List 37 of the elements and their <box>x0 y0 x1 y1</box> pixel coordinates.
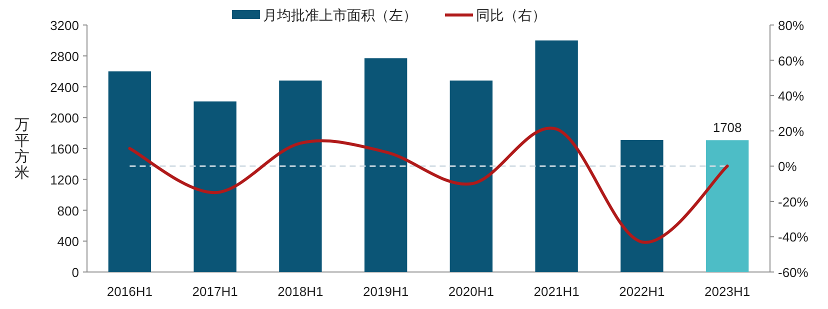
x-tick-label: 2019H1 <box>363 284 409 299</box>
bar <box>535 40 578 272</box>
y2-tick-label: 80% <box>778 18 804 33</box>
y2-tick-label: 60% <box>778 53 804 68</box>
data-label: 1708 <box>712 120 742 136</box>
y-tick-label: 800 <box>57 203 79 218</box>
y-tick-label: 1600 <box>50 142 79 156</box>
y-tick-label: 2800 <box>50 48 79 64</box>
legend-label: 同比（右） <box>476 7 546 23</box>
y2-tick-label: -40% <box>778 230 809 245</box>
legend-label: 月均批准上市面积（左） <box>263 7 417 23</box>
bar <box>279 80 322 272</box>
bar <box>194 101 236 272</box>
y-tick-label: 400 <box>57 234 79 250</box>
bar <box>450 80 493 272</box>
bar <box>620 140 664 272</box>
bar <box>364 58 408 272</box>
y2-tick-label: 20% <box>778 124 804 139</box>
y2-tick-label: 0% <box>778 159 798 174</box>
bar <box>108 71 152 272</box>
x-tick-label: 2018H1 <box>278 284 324 299</box>
y-tick-label: 0 <box>72 265 79 280</box>
x-tick-label: 2016H1 <box>106 284 152 299</box>
x-tick-label: 2023H1 <box>704 284 750 299</box>
x-tick-label: 2021H1 <box>534 284 580 299</box>
bar <box>706 140 749 272</box>
y2-tick-label: 40% <box>778 88 804 104</box>
x-tick-label: 2022H1 <box>619 284 665 299</box>
y-axis-title: 万平方米 <box>14 116 30 182</box>
x-tick-label: 2017H1 <box>192 284 238 299</box>
y-tick-label: 3200 <box>50 18 79 33</box>
y-tick-label: 1200 <box>50 172 79 188</box>
y2-tick-label: -60% <box>778 265 809 280</box>
x-tick-label: 2020H1 <box>448 284 494 299</box>
y2-tick-label: -20% <box>778 194 809 210</box>
y-tick-label: 2400 <box>50 80 79 95</box>
y-tick-label: 2000 <box>50 110 79 126</box>
